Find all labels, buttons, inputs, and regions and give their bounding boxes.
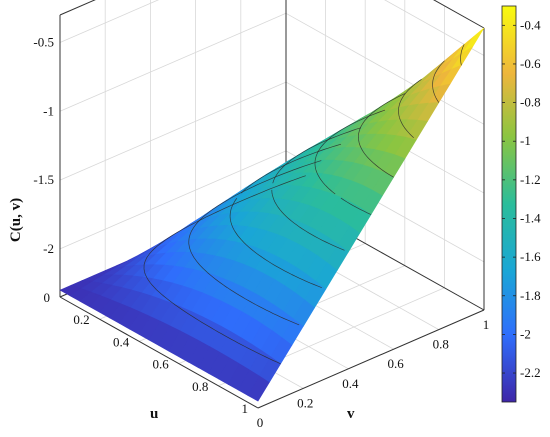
colorbar-ticks: -0.4 -0.6 -0.8 -1 -1.2 -1.4 -1.6 -1.8 -2 -2.2 (502, 17, 541, 380)
axis-box-edge (257, 309, 485, 409)
colorbar-tick-label: -1.2 (520, 172, 541, 187)
colorbar-tick-label: -1 (520, 133, 531, 148)
wall-grid-line (59, 150, 287, 250)
wall-grid-line (384, 0, 485, 56)
x-tick-label: 1 (242, 401, 249, 416)
z-tick-label: -2 (43, 241, 54, 256)
y-tick-label: 0.6 (387, 356, 404, 371)
wall-grid-line (59, 0, 160, 43)
colorbar-tick-label: -0.4 (520, 17, 541, 32)
x-tick-label: 0.2 (73, 312, 89, 327)
contour-lines (143, 44, 465, 365)
colorbar-tick-label: -0.8 (520, 95, 541, 110)
z-tick-label: -1 (43, 103, 54, 118)
x-axis-label: u (150, 406, 158, 422)
colorbar-tick-label: -1.6 (520, 249, 541, 264)
contour-line (460, 44, 465, 66)
contour-line (432, 60, 445, 103)
axis-box-edge (433, 0, 485, 29)
surface-patch (462, 27, 485, 53)
y-tick-label: 0.2 (297, 395, 313, 410)
wall-grid-line (59, 12, 287, 112)
colorbar-tick-label: -1.8 (520, 288, 541, 303)
z-tick-label: -0.5 (33, 35, 54, 50)
contour-line (143, 175, 306, 365)
y-tick-label: 0 (257, 415, 264, 430)
colorbar-tick-label: -1.4 (520, 210, 541, 225)
colorbar-gradient (501, 5, 517, 403)
y-tick-label: 1 (483, 317, 490, 332)
colorbar-tick-label: -2.2 (520, 365, 541, 380)
x-tick-label: 0 (44, 290, 51, 305)
contour-line (358, 93, 405, 178)
y-tick-label: 0.4 (342, 376, 359, 391)
surface-patch (247, 375, 270, 402)
x-tick-label: 0.6 (153, 357, 170, 372)
y-tick-label: 0.8 (433, 337, 449, 352)
wall-grid-line (285, 12, 485, 125)
contour-line (229, 143, 342, 289)
x-tick-label: 0.8 (192, 379, 208, 394)
contour-line (271, 127, 362, 251)
contour-line (314, 109, 386, 215)
contour-line (398, 79, 422, 138)
x-tick-label: 0.4 (113, 334, 130, 349)
z-axis-label: C(u, v) (8, 198, 24, 242)
axis-box-edge (59, 0, 96, 16)
axis-box-edge (59, 296, 259, 409)
z-tick-label: -1.5 (33, 172, 54, 187)
colorbar-tick-label: -2 (520, 326, 531, 341)
colorbar-tick-label: -0.6 (520, 56, 541, 71)
colorbar: -0.4 -0.6 -0.8 -1 -1.2 -1.4 -1.6 -1.8 -2 -2.2 (501, 5, 541, 403)
y-axis-label: v (347, 406, 355, 422)
wall-grid-line (59, 81, 287, 181)
